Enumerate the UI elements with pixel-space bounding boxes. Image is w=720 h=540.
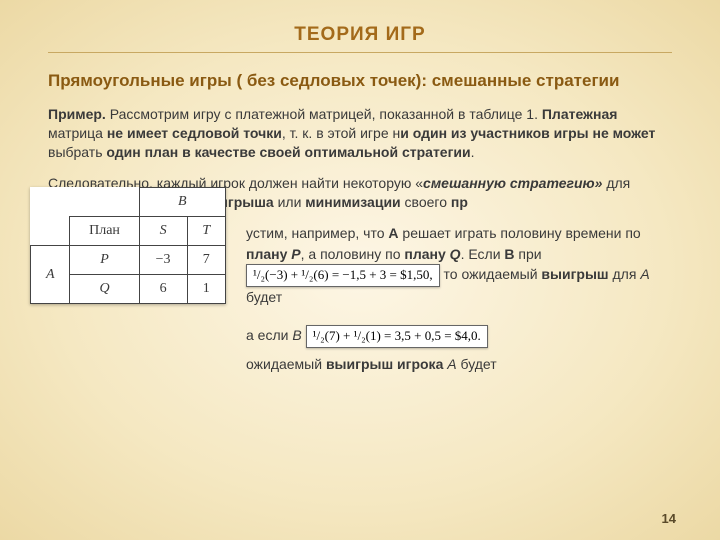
content-row: B План S T A P −3 7 Q 6 1 xyxy=(48,223,672,374)
b-l3b: B xyxy=(292,327,301,343)
b-l1b: A xyxy=(388,225,398,241)
matrix-cell-10: 6 xyxy=(139,275,187,304)
matrix-table: B План S T A P −3 7 Q 6 1 xyxy=(30,187,226,304)
b-l1k: при xyxy=(515,246,542,262)
matrix-row-player: A xyxy=(31,246,70,304)
matrix-row-1: Q xyxy=(70,275,139,304)
b-l1h: Q xyxy=(450,246,461,262)
body-line-3: а если B ¹/₂(7) + ¹/₂(1) = 3,5 + 0,5 = $… xyxy=(246,325,672,348)
b-l4b: выигрыш игрока xyxy=(326,356,447,372)
body-line-4: ожидаемый выигрыш игрока A будет xyxy=(246,354,672,374)
para1-t2: матрица xyxy=(48,125,107,141)
para1-t3: , т. к. в этой игре н xyxy=(282,125,400,141)
matrix-cell-01: 7 xyxy=(187,246,225,275)
matrix-row-0: P xyxy=(70,246,139,275)
paragraph-1: Пример. Рассмотрим игру с платежной матр… xyxy=(48,105,672,162)
matrix-col-0: S xyxy=(139,217,187,246)
para1-lead: Пример. xyxy=(48,106,106,122)
b-l1a: устим, например, что xyxy=(246,225,388,241)
para1-b2: не имеет седловой точки xyxy=(107,125,282,141)
para1-b4: один план в качестве своей оптимальной с… xyxy=(106,144,470,160)
b-l1e: P xyxy=(291,246,300,262)
para2-t2: для xyxy=(602,175,630,191)
para1-t1: Рассмотрим игру с платежной матрицей, по… xyxy=(106,106,542,122)
page-number: 14 xyxy=(662,511,676,526)
matrix-blank xyxy=(31,188,140,217)
b-l3a: а если xyxy=(246,327,292,343)
formula-2: ¹/₂(7) + ¹/₂(1) = 3,5 + 0,5 = $4,0. xyxy=(306,325,488,348)
para2-b3: минимизации xyxy=(305,194,400,210)
para2-b4: пр xyxy=(451,194,468,210)
b-l2a: то ожидаемый xyxy=(440,266,542,282)
b-l1i: . Если xyxy=(461,246,505,262)
payoff-matrix: B План S T A P −3 7 Q 6 1 xyxy=(30,187,226,304)
para1-b1: Платежная xyxy=(542,106,618,122)
b-l4c: A xyxy=(447,356,456,372)
title-rule xyxy=(48,52,672,53)
para2-t5: своего xyxy=(401,194,451,210)
formula-1: ¹/₂(−3) + ¹/₂(6) = −1,5 + 3 = $1,50, xyxy=(246,264,440,287)
b-l2b: выигрыш xyxy=(541,266,608,282)
para1-t4: выбрать xyxy=(48,144,106,160)
para2-i1: смешанную стратегию» xyxy=(423,175,602,191)
matrix-cell-00: −3 xyxy=(139,246,187,275)
slide-title: ТЕОРИЯ ИГР xyxy=(48,24,672,46)
b-l1g: плану xyxy=(404,246,449,262)
b-l2e: будет xyxy=(246,289,282,305)
matrix-blank2 xyxy=(31,217,70,246)
b-l4a: ожидаемый xyxy=(246,356,326,372)
matrix-cell-11: 1 xyxy=(187,275,225,304)
b-l1j: B xyxy=(504,246,514,262)
b-l2d: A xyxy=(640,266,649,282)
b-l1d: плану xyxy=(246,246,291,262)
para2-t4: или xyxy=(274,194,306,210)
b-l1c: решает играть половину времени по xyxy=(399,225,641,241)
matrix-col-player: B xyxy=(139,188,225,217)
slide-subtitle: Прямоугольные игры ( без седловых точек)… xyxy=(48,71,672,91)
matrix-col-1: T xyxy=(187,217,225,246)
b-l2c: для xyxy=(609,266,641,282)
body-line-1: устим, например, что A решает играть пол… xyxy=(246,223,672,307)
b-l4d: будет xyxy=(457,356,497,372)
body-text: устим, например, что A решает играть пол… xyxy=(246,223,672,374)
para1-t5: . xyxy=(471,144,475,160)
b-l1f: , а половину по xyxy=(301,246,405,262)
para1-b3: и один из участников игры не может xyxy=(400,125,655,141)
matrix-plan-label: План xyxy=(70,217,139,246)
